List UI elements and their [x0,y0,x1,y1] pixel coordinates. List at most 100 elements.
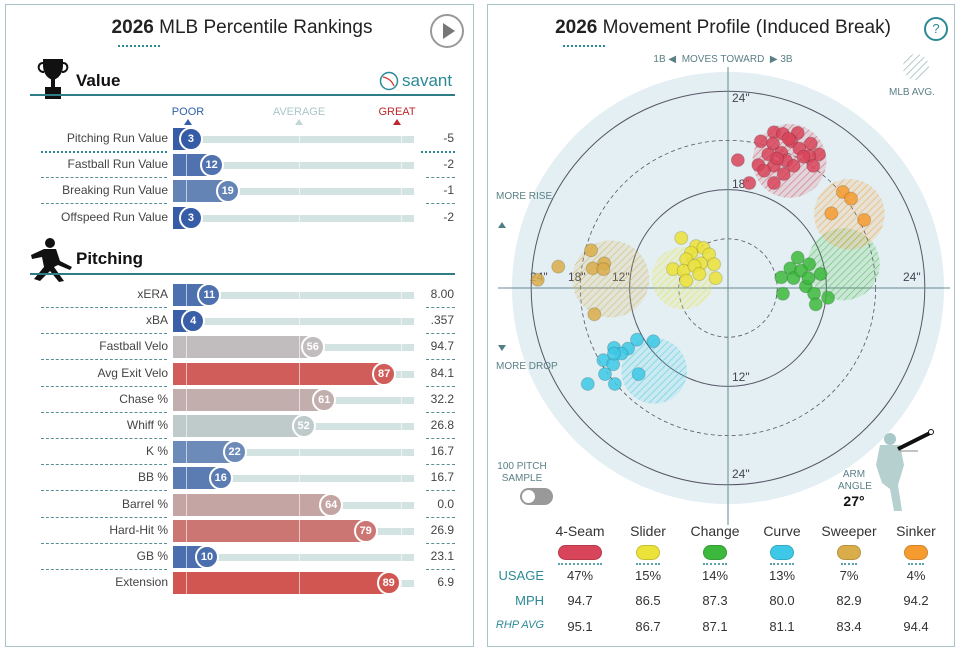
row-separator [426,359,455,361]
row-separator [41,569,167,570]
pitch-point-curve [580,376,595,391]
percentile-badge: 61 [312,387,337,412]
pitch-point-sweeper [551,259,566,274]
metric-label: GB % [136,549,168,563]
ring-label: 24" [903,270,921,284]
pitch-color-swatch[interactable] [837,545,861,560]
pitch-sample-toggle[interactable] [520,488,553,505]
usage-dots [908,563,924,565]
pitch-color-swatch[interactable] [636,545,660,560]
pitch-color-swatch[interactable] [558,545,602,560]
pitch-usage: 15% [634,568,662,583]
percentile-badge: 4 [181,309,206,334]
usage-row-label: USAGE [498,568,544,583]
average-marker [295,119,303,125]
play-button[interactable] [430,14,464,48]
bar-gridline [299,519,300,542]
ring-label: 24" [732,91,750,105]
baseball-icon [379,71,399,91]
pitch-rhp-avg: 83.4 [836,619,862,634]
dir-text: MOVES TOWARD [681,54,765,65]
metric-label: xERA [137,287,168,301]
dir-1b: 1B [653,54,666,65]
bar-gridline [299,206,300,229]
pitch-sample-label: 100 PITCH SAMPLE [497,461,547,484]
row-separator [426,542,455,544]
mlb-avg-hatch-Sinker [814,178,885,250]
question-icon: ? [932,21,940,36]
percentile-row: Hard-Hit % 79 26.9 [6,518,475,544]
bar-gridline [299,441,300,464]
pitch-point-slider [674,230,689,245]
bar-gridline [299,310,300,333]
poor-marker [184,119,192,125]
percentile-row: Barrel % 64 0.0 [6,492,475,518]
percentile-badge: 52 [291,414,316,438]
pitch-usage: 7% [839,568,859,583]
pitch-point-curve [607,346,622,361]
help-button[interactable]: ? [924,17,948,41]
bar-fill [173,519,366,542]
pitch-mph: 94.2 [903,593,929,608]
pitch-usage: 13% [768,568,796,583]
pitch-usage: 14% [701,568,729,583]
pitch-rhp-avg: 86.7 [635,619,661,634]
pitch-point-slider [679,273,694,288]
arrow-right-icon: ▶ [769,54,778,65]
percentile-row: Avg Exit Velo 87 84.1 [6,361,475,387]
percentile-badge: 3 [178,127,203,151]
bar-gridline [186,493,187,516]
metric-label: Whiff % [126,418,168,432]
movement-chart: 24"18"12"24"24"12"18"24" [498,54,950,525]
bar-gridline [186,441,187,464]
pitch-mph: 80.0 [769,593,795,608]
row-separator [426,307,455,308]
bar-track [173,292,414,299]
bar-gridline [401,493,402,516]
metric-label: Hard-Hit % [109,522,168,537]
dir-3b: 3B [780,54,793,65]
pitch-name: Change [690,523,740,539]
row-separator [426,411,455,413]
mph-row-label: MPH [515,593,544,608]
bar-gridline [299,284,300,306]
metric-label: K % [145,444,168,459]
pitch-point-change [790,250,805,265]
metric-value: 6.9 [437,575,454,590]
percentile-badge: 16 [208,466,233,491]
metric-label: Barrel % [121,496,168,511]
great-marker [393,119,401,125]
row-separator [421,151,455,153]
percentile-row: Offspeed Run Value 3 -2 [6,205,475,231]
bar-fill [173,362,385,385]
arm-angle-value: 27° [843,493,865,509]
pitch-name: Sinker [896,523,936,539]
metric-value: 16.7 [430,444,454,459]
arm-angle-label: ARM ANGLE [838,469,872,492]
pitch-rhp-avg: 87.1 [702,619,728,634]
row-separator [426,516,455,518]
pitch-color-swatch[interactable] [904,545,928,560]
title-text: Movement Profile (Induced Break) [597,17,891,38]
mlb-avg-legend-icon [903,54,929,80]
metric-value: -2 [443,157,454,172]
pitch-rhp-avg: 94.4 [903,619,929,634]
bar-gridline [401,467,402,490]
percentile-badge: 64 [319,492,344,517]
pitch-color-swatch[interactable] [770,545,794,560]
pitch-point-sweeper [587,307,602,322]
metric-value: -1 [443,183,454,198]
pitch-color-swatch[interactable] [703,545,727,560]
row-separator [41,203,167,205]
savant-logo[interactable]: savant [379,71,452,91]
bar-fill [173,415,304,437]
row-separator [41,411,167,413]
pitch-point-4-seam [786,158,801,173]
pitch-point-4-seam [776,167,791,182]
pitch-point-curve [631,367,646,382]
pitching-section-title: Pitching [76,249,144,268]
title-year: 2026 [111,17,154,38]
bar-track [173,554,414,561]
more-rise-label: MORE RISE [496,191,553,202]
row-separator [41,516,167,518]
